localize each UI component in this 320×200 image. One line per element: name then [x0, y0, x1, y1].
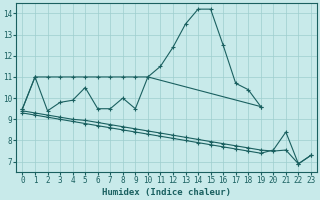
- X-axis label: Humidex (Indice chaleur): Humidex (Indice chaleur): [102, 188, 231, 197]
